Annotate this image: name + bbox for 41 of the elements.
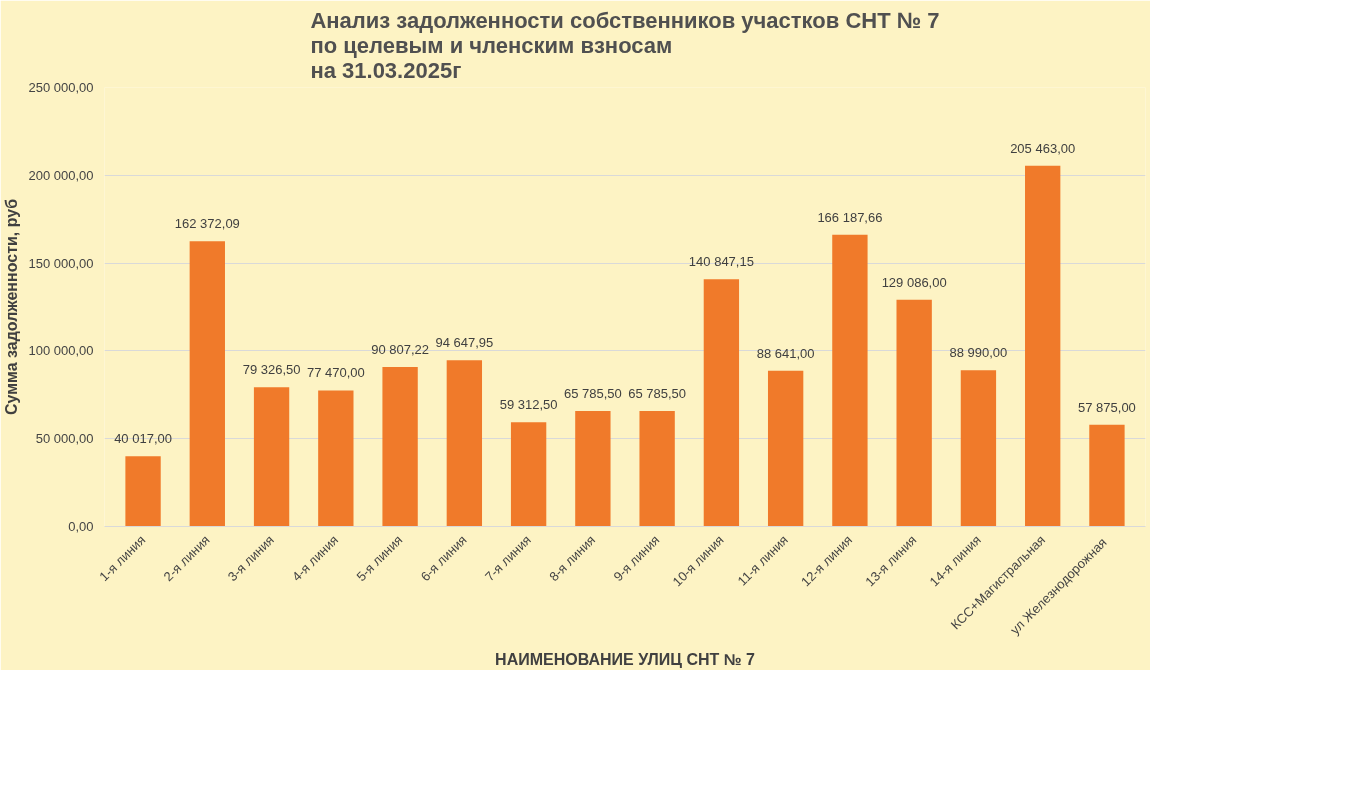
bar: [318, 390, 354, 527]
data-label: 94 647,95: [435, 335, 494, 351]
data-label: 77 470,00: [306, 365, 365, 381]
data-label: 205 463,00: [1010, 140, 1076, 156]
bar: [446, 360, 483, 527]
y-tick-label: 0,00: [68, 519, 94, 534]
bar: [832, 234, 868, 527]
data-label: 166 187,66: [817, 209, 883, 225]
data-label: 88 990,00: [949, 345, 1008, 361]
bar: [960, 370, 997, 527]
bar: [575, 410, 611, 527]
bar: [382, 367, 418, 527]
bar: [1089, 424, 1125, 527]
bar: [125, 456, 161, 527]
y-axis-title: Сумма задолженности, руб: [3, 198, 21, 416]
bar: [189, 241, 225, 527]
chart-title: Анализ задолженности собственников участков СНТ № 7 по целевым и членским взносам на 31.03.2025г: [310, 7, 940, 83]
y-tick-label: 200 000,00: [28, 167, 94, 183]
data-label: 79 326,50: [242, 362, 301, 378]
data-label: 65 785,50: [628, 385, 687, 401]
data-label: 59 312,50: [499, 397, 558, 413]
y-tick-label: 150 000,00: [28, 255, 94, 271]
data-label: 129 086,00: [881, 274, 947, 290]
x-axis-title: НАИМЕНОВАНИЕ УЛИЦ СНТ № 7: [495, 650, 755, 668]
bar: [703, 279, 740, 527]
data-label: 57 875,00: [1078, 399, 1136, 415]
bar: [510, 422, 547, 527]
data-label: 162 372,09: [174, 216, 240, 232]
data-label: 88 641,00: [756, 345, 815, 361]
data-label: 140 847,15: [688, 254, 754, 270]
y-tick-label: 100 000,00: [28, 343, 94, 359]
data-label: 90 807,22: [371, 342, 430, 358]
y-tick-label: 50 000,00: [35, 431, 94, 447]
bar: [253, 387, 290, 527]
bar: [767, 370, 804, 527]
bar: [639, 410, 675, 527]
data-label: 40 017,00: [114, 431, 172, 447]
y-tick-label: 250 000,00: [28, 80, 94, 95]
bar: [1025, 165, 1061, 527]
bar: [896, 299, 932, 527]
data-label: 65 785,50: [563, 385, 622, 401]
